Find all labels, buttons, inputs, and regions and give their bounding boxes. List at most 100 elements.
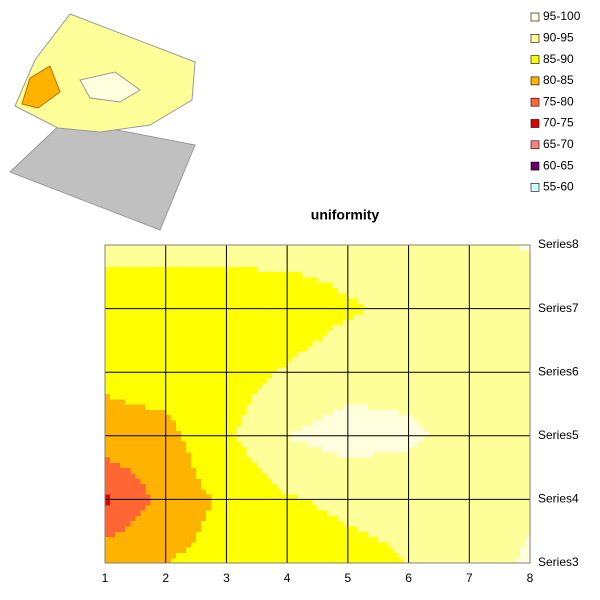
contour-patch <box>459 425 465 432</box>
contour-patch <box>479 324 486 331</box>
contour-patch <box>443 271 450 278</box>
contour-patch <box>347 441 354 447</box>
contour-patch <box>211 361 217 368</box>
contour-patch <box>282 298 288 304</box>
contour-patch <box>317 467 324 474</box>
contour-patch <box>246 329 253 336</box>
contour-patch <box>196 245 202 251</box>
contour-patch <box>297 541 303 548</box>
contour-patch <box>170 308 177 315</box>
contour-patch <box>105 393 111 400</box>
contour-patch <box>393 547 400 553</box>
contour-patch <box>327 366 334 373</box>
contour-patch <box>185 557 192 564</box>
contour-patch <box>403 356 410 363</box>
contour-patch <box>221 525 228 532</box>
contour-patch <box>499 404 506 410</box>
contour-patch <box>514 388 521 394</box>
contour-patch <box>266 382 273 389</box>
contour-patch <box>206 303 212 310</box>
contour-patch <box>211 472 217 479</box>
contour-patch <box>150 404 157 410</box>
contour-patch <box>246 324 253 331</box>
contour-patch <box>191 345 197 352</box>
contour-patch <box>211 467 217 474</box>
contour-patch <box>332 319 339 326</box>
contour-patch <box>378 472 384 479</box>
contour-patch <box>251 510 258 516</box>
contour-patch <box>282 446 288 453</box>
contour-patch <box>393 298 400 304</box>
contour-patch <box>322 287 329 294</box>
contour-patch <box>297 287 303 294</box>
contour-patch <box>317 382 324 389</box>
contour-patch <box>519 457 526 463</box>
contour-patch <box>479 271 486 278</box>
contour-patch <box>196 298 202 304</box>
contour-patch <box>438 494 445 500</box>
contour-patch <box>287 266 293 273</box>
contour-patch <box>332 366 339 373</box>
contour-patch <box>337 462 344 469</box>
contour-patch <box>332 462 339 469</box>
contour-patch <box>352 324 359 331</box>
contour-patch <box>337 372 344 379</box>
contour-patch <box>504 446 511 453</box>
contour-patch <box>211 425 217 432</box>
contour-patch <box>170 425 177 432</box>
contour-patch <box>383 335 389 341</box>
contour-patch <box>266 515 273 522</box>
contour-patch <box>322 536 329 543</box>
contour-patch <box>454 340 460 347</box>
contour-patch <box>378 356 384 363</box>
contour-patch <box>282 557 288 564</box>
contour-patch <box>413 446 420 453</box>
contour-patch <box>504 531 511 538</box>
contour-patch <box>433 541 440 548</box>
contour-patch <box>266 441 273 447</box>
contour-patch <box>408 287 415 294</box>
contour-patch <box>347 419 354 426</box>
contour-patch <box>307 414 314 421</box>
contour-patch <box>363 271 369 278</box>
contour-patch <box>474 451 481 458</box>
contour-patch <box>125 435 131 442</box>
contour-patch <box>474 250 481 257</box>
contour-patch <box>180 250 187 257</box>
contour-patch <box>277 462 283 469</box>
contour-patch <box>368 462 374 469</box>
contour-patch <box>261 409 268 416</box>
contour-patch <box>302 255 308 262</box>
contour-patch <box>216 425 222 432</box>
contour-patch <box>357 276 364 283</box>
contour-patch <box>266 510 273 516</box>
contour-patch <box>130 525 136 532</box>
contour-patch <box>165 494 172 500</box>
contour-patch <box>135 414 142 421</box>
contour-patch <box>464 287 470 294</box>
contour-patch <box>322 382 329 389</box>
contour-patch <box>443 557 450 564</box>
contour-patch <box>196 282 202 288</box>
contour-patch <box>524 510 531 516</box>
contour-patch <box>180 404 187 410</box>
contour-patch <box>347 329 354 336</box>
contour-patch <box>347 250 354 257</box>
contour-patch <box>383 446 389 453</box>
contour-patch <box>393 531 400 538</box>
contour-patch <box>378 552 384 559</box>
contour-patch <box>484 388 491 394</box>
contour-patch <box>449 409 455 416</box>
contour-patch <box>494 547 501 553</box>
contour-patch <box>428 335 435 341</box>
contour-patch <box>484 547 491 553</box>
contour-patch <box>408 382 415 389</box>
contour-patch <box>469 557 475 564</box>
contour-patch <box>433 499 440 506</box>
contour-patch <box>449 446 455 453</box>
contour-patch <box>287 451 293 458</box>
contour-patch <box>373 451 379 458</box>
contour-patch <box>479 377 486 384</box>
contour-patch <box>135 430 142 437</box>
contour-patch <box>130 324 136 331</box>
